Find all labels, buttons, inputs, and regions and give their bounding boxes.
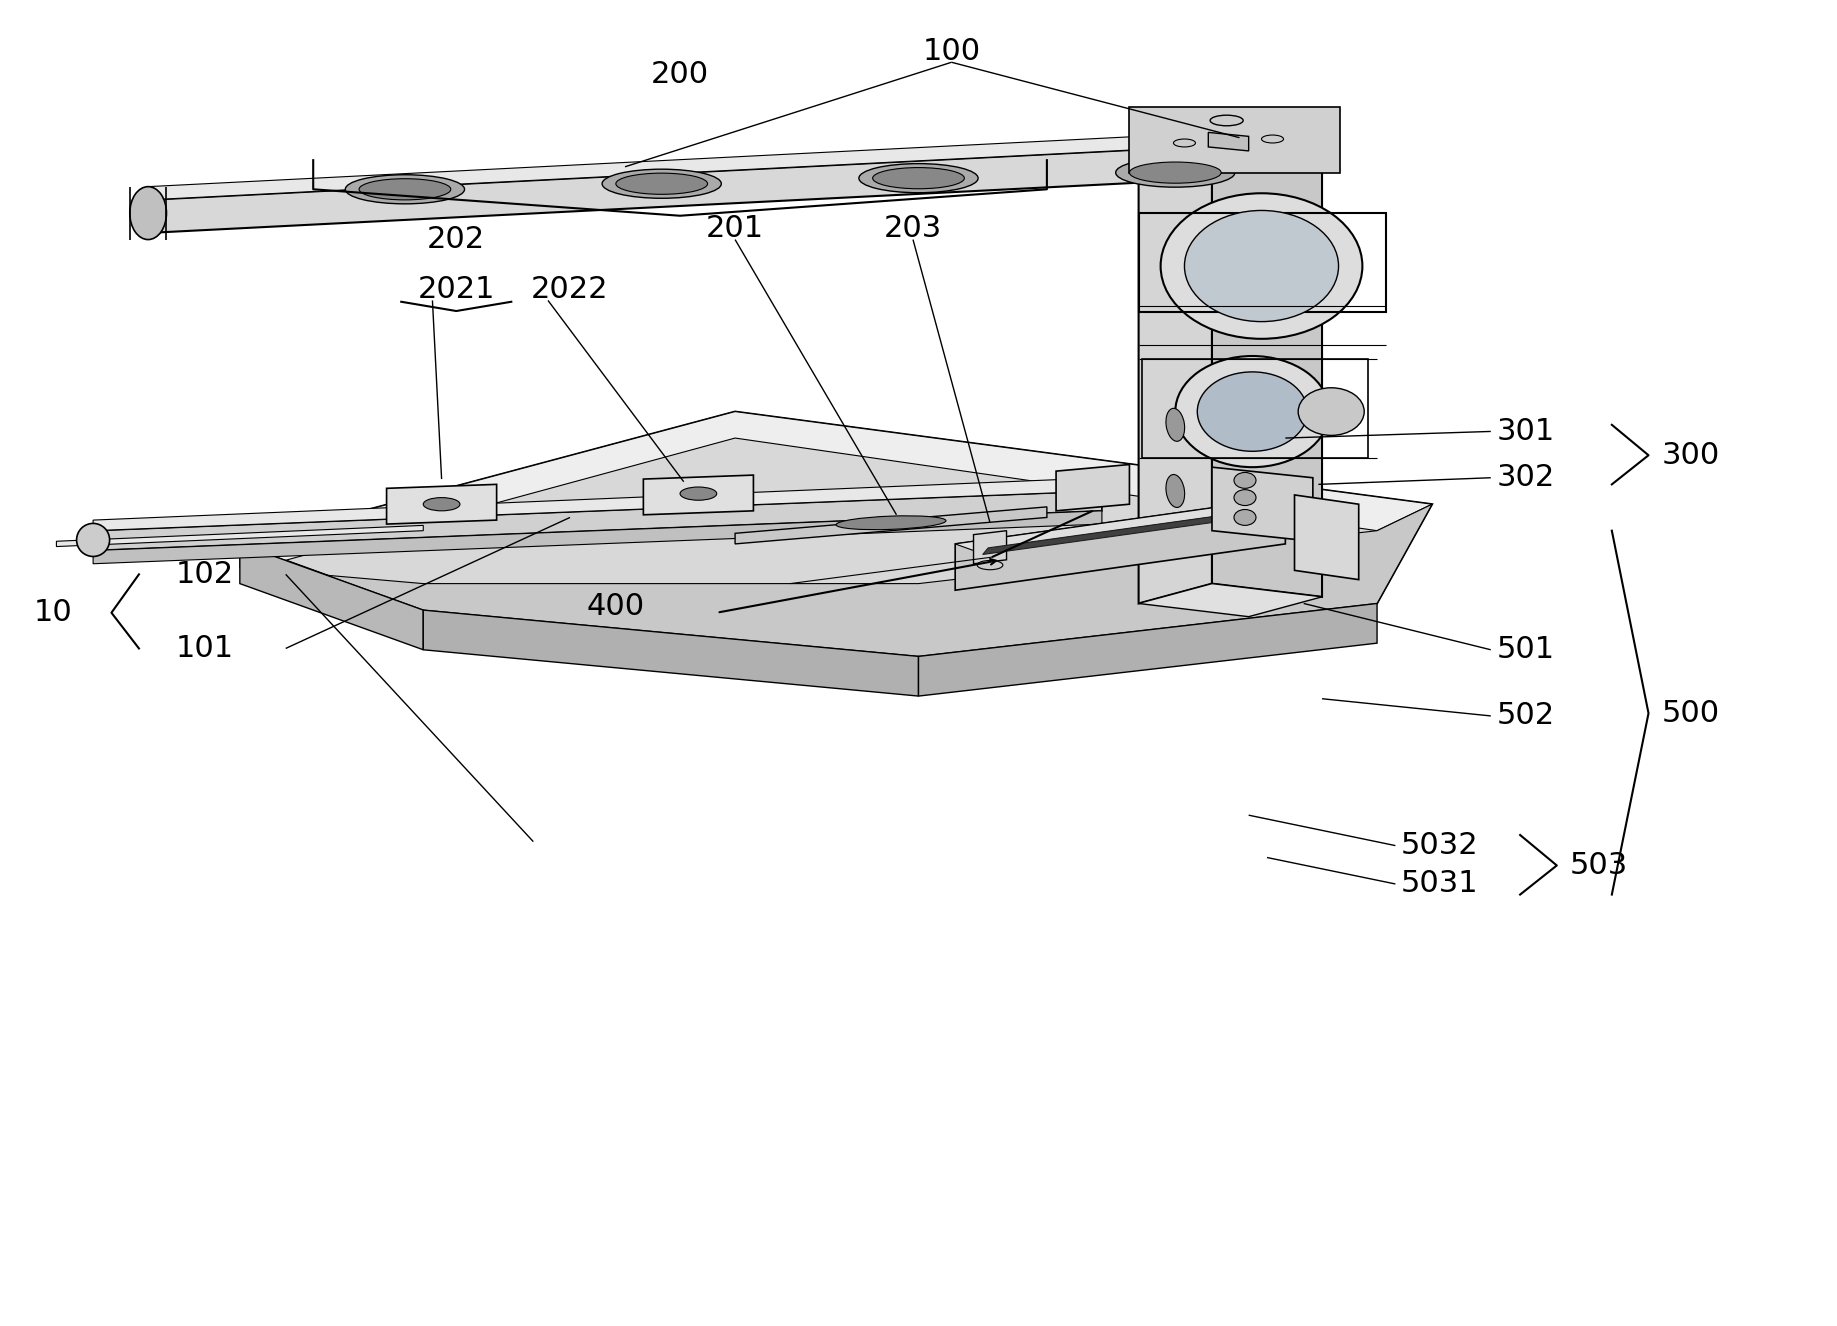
Ellipse shape bbox=[873, 167, 964, 188]
Polygon shape bbox=[241, 411, 1433, 656]
Polygon shape bbox=[57, 525, 423, 546]
Polygon shape bbox=[643, 475, 753, 514]
Ellipse shape bbox=[345, 175, 465, 204]
Text: 501: 501 bbox=[1497, 635, 1554, 664]
Polygon shape bbox=[423, 610, 918, 696]
Text: 10: 10 bbox=[33, 598, 72, 627]
Ellipse shape bbox=[680, 487, 716, 500]
Polygon shape bbox=[1139, 127, 1323, 167]
Polygon shape bbox=[1295, 495, 1359, 579]
Text: 5032: 5032 bbox=[1402, 831, 1479, 861]
Text: 5031: 5031 bbox=[1402, 870, 1479, 899]
Text: 502: 502 bbox=[1497, 701, 1554, 731]
Text: 102: 102 bbox=[176, 560, 233, 589]
Polygon shape bbox=[94, 511, 1102, 564]
Text: 300: 300 bbox=[1661, 440, 1719, 469]
Ellipse shape bbox=[1166, 408, 1185, 442]
Text: 202: 202 bbox=[428, 225, 485, 255]
Ellipse shape bbox=[1174, 139, 1196, 147]
Ellipse shape bbox=[1115, 158, 1234, 187]
Ellipse shape bbox=[77, 524, 110, 557]
Text: 2021: 2021 bbox=[417, 276, 494, 305]
Circle shape bbox=[1161, 194, 1363, 339]
Ellipse shape bbox=[130, 187, 167, 240]
Text: 101: 101 bbox=[176, 634, 233, 663]
Polygon shape bbox=[241, 504, 1433, 656]
Ellipse shape bbox=[603, 170, 722, 199]
Circle shape bbox=[1234, 489, 1257, 505]
Polygon shape bbox=[1056, 464, 1130, 511]
Ellipse shape bbox=[1166, 475, 1185, 508]
Polygon shape bbox=[94, 477, 1102, 530]
Text: 100: 100 bbox=[922, 37, 981, 66]
Ellipse shape bbox=[977, 561, 1003, 570]
Ellipse shape bbox=[423, 497, 459, 511]
Polygon shape bbox=[149, 127, 1323, 200]
Polygon shape bbox=[1209, 133, 1249, 151]
Polygon shape bbox=[918, 603, 1378, 696]
Polygon shape bbox=[386, 484, 496, 524]
Ellipse shape bbox=[836, 516, 946, 529]
Polygon shape bbox=[241, 544, 423, 650]
Polygon shape bbox=[1130, 107, 1341, 174]
Polygon shape bbox=[1139, 127, 1212, 603]
Polygon shape bbox=[955, 497, 1304, 550]
Ellipse shape bbox=[1211, 115, 1244, 126]
Polygon shape bbox=[149, 141, 1323, 233]
Ellipse shape bbox=[615, 174, 707, 195]
Text: 201: 201 bbox=[705, 215, 764, 244]
Text: 2022: 2022 bbox=[531, 276, 608, 305]
Ellipse shape bbox=[860, 163, 977, 192]
Polygon shape bbox=[94, 491, 1102, 550]
Ellipse shape bbox=[358, 179, 450, 200]
Polygon shape bbox=[955, 497, 1286, 590]
Circle shape bbox=[1234, 509, 1257, 525]
Circle shape bbox=[1198, 371, 1308, 451]
Polygon shape bbox=[974, 530, 1007, 564]
Text: 503: 503 bbox=[1569, 851, 1628, 880]
Ellipse shape bbox=[1262, 135, 1284, 143]
Circle shape bbox=[1185, 211, 1339, 322]
Polygon shape bbox=[241, 411, 1433, 568]
Text: 302: 302 bbox=[1497, 463, 1554, 492]
Text: 200: 200 bbox=[650, 60, 709, 89]
Text: 400: 400 bbox=[586, 591, 645, 621]
Circle shape bbox=[1299, 387, 1365, 435]
Ellipse shape bbox=[1130, 162, 1222, 183]
Circle shape bbox=[1234, 472, 1257, 488]
Text: 500: 500 bbox=[1661, 699, 1719, 728]
Polygon shape bbox=[1212, 467, 1313, 541]
Text: 203: 203 bbox=[884, 215, 942, 244]
Polygon shape bbox=[735, 507, 1047, 544]
Polygon shape bbox=[1212, 127, 1323, 597]
Polygon shape bbox=[1139, 583, 1323, 617]
Polygon shape bbox=[983, 511, 1255, 554]
Circle shape bbox=[1176, 355, 1330, 467]
Text: 301: 301 bbox=[1497, 416, 1554, 446]
